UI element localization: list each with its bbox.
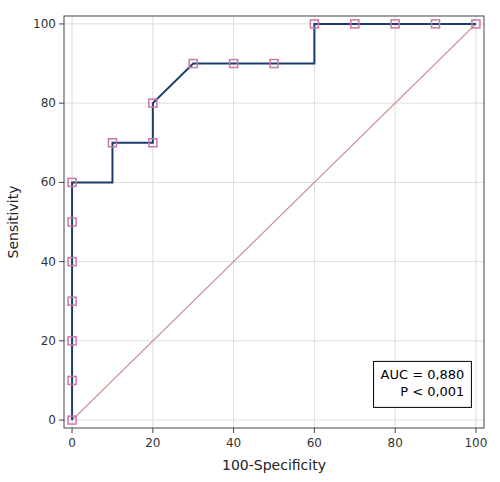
plot-frame xyxy=(64,16,484,428)
annotation-text: P < 0,001 xyxy=(400,384,464,399)
marker xyxy=(68,337,76,345)
tick-y xyxy=(59,182,64,183)
grid-line-y xyxy=(64,420,484,421)
marker xyxy=(432,20,440,28)
background xyxy=(0,0,500,482)
tick-label-x: 60 xyxy=(307,436,322,450)
tick-y xyxy=(59,340,64,341)
marker xyxy=(270,60,278,68)
marker xyxy=(68,376,76,384)
tick-x xyxy=(314,428,315,433)
marker xyxy=(68,297,76,305)
tick-label-x: 100 xyxy=(464,436,487,450)
tick-x xyxy=(395,428,396,433)
grid-line-y xyxy=(64,261,484,262)
tick-y xyxy=(59,23,64,24)
roc-curve xyxy=(72,24,476,420)
tick-label-y: 0 xyxy=(48,413,56,427)
grid-line-y xyxy=(64,340,484,341)
marker xyxy=(149,139,157,147)
axes: 0 20 40 60 80 100 0 20 40 60 80 100 xyxy=(33,17,487,450)
tick-label-x: 40 xyxy=(226,436,241,450)
x-axis-label: 100-Specificity xyxy=(222,457,326,473)
tick-label-y: 100 xyxy=(33,17,56,31)
marker xyxy=(351,20,359,28)
grid-line-y xyxy=(64,103,484,104)
annotation-text: AUC = 0,880 xyxy=(381,367,465,382)
tick-label-x: 0 xyxy=(68,436,76,450)
marker xyxy=(68,258,76,266)
tick-x xyxy=(475,428,476,433)
grid-line-x xyxy=(233,16,234,428)
marker xyxy=(68,178,76,186)
tick-y xyxy=(59,420,64,421)
annotation-box xyxy=(374,361,472,407)
tick-label-y: 80 xyxy=(41,96,56,110)
marker xyxy=(68,416,76,424)
tick-label-x: 80 xyxy=(388,436,403,450)
marker xyxy=(108,139,116,147)
marker xyxy=(230,60,238,68)
grid-line-x xyxy=(475,16,476,428)
tick-x xyxy=(152,428,153,433)
marker xyxy=(472,20,480,28)
tick-label-y: 60 xyxy=(41,175,56,189)
tick-label-y: 20 xyxy=(41,334,56,348)
y-axis-label: Sensitivity xyxy=(5,186,21,259)
plot-area xyxy=(68,20,480,424)
grid-line-x xyxy=(314,16,315,428)
tick-label-y: 40 xyxy=(41,255,56,269)
tick-y xyxy=(59,261,64,262)
marker xyxy=(68,218,76,226)
chart: 0 20 40 60 80 100 0 20 40 60 80 100 100-Specificity S… xyxy=(0,0,500,482)
tick-x xyxy=(72,428,73,433)
tick-x xyxy=(233,428,234,433)
marker xyxy=(149,99,157,107)
tick-y xyxy=(59,103,64,104)
tick-label-x: 20 xyxy=(145,436,160,450)
marker xyxy=(310,20,318,28)
marker xyxy=(189,60,197,68)
reference-line xyxy=(72,24,476,420)
marker xyxy=(391,20,399,28)
grid xyxy=(64,16,484,428)
grid-line-x xyxy=(152,16,153,428)
annotation: AUC = 0,880 P < 0,001 xyxy=(374,361,472,407)
grid-line-y xyxy=(64,182,484,183)
